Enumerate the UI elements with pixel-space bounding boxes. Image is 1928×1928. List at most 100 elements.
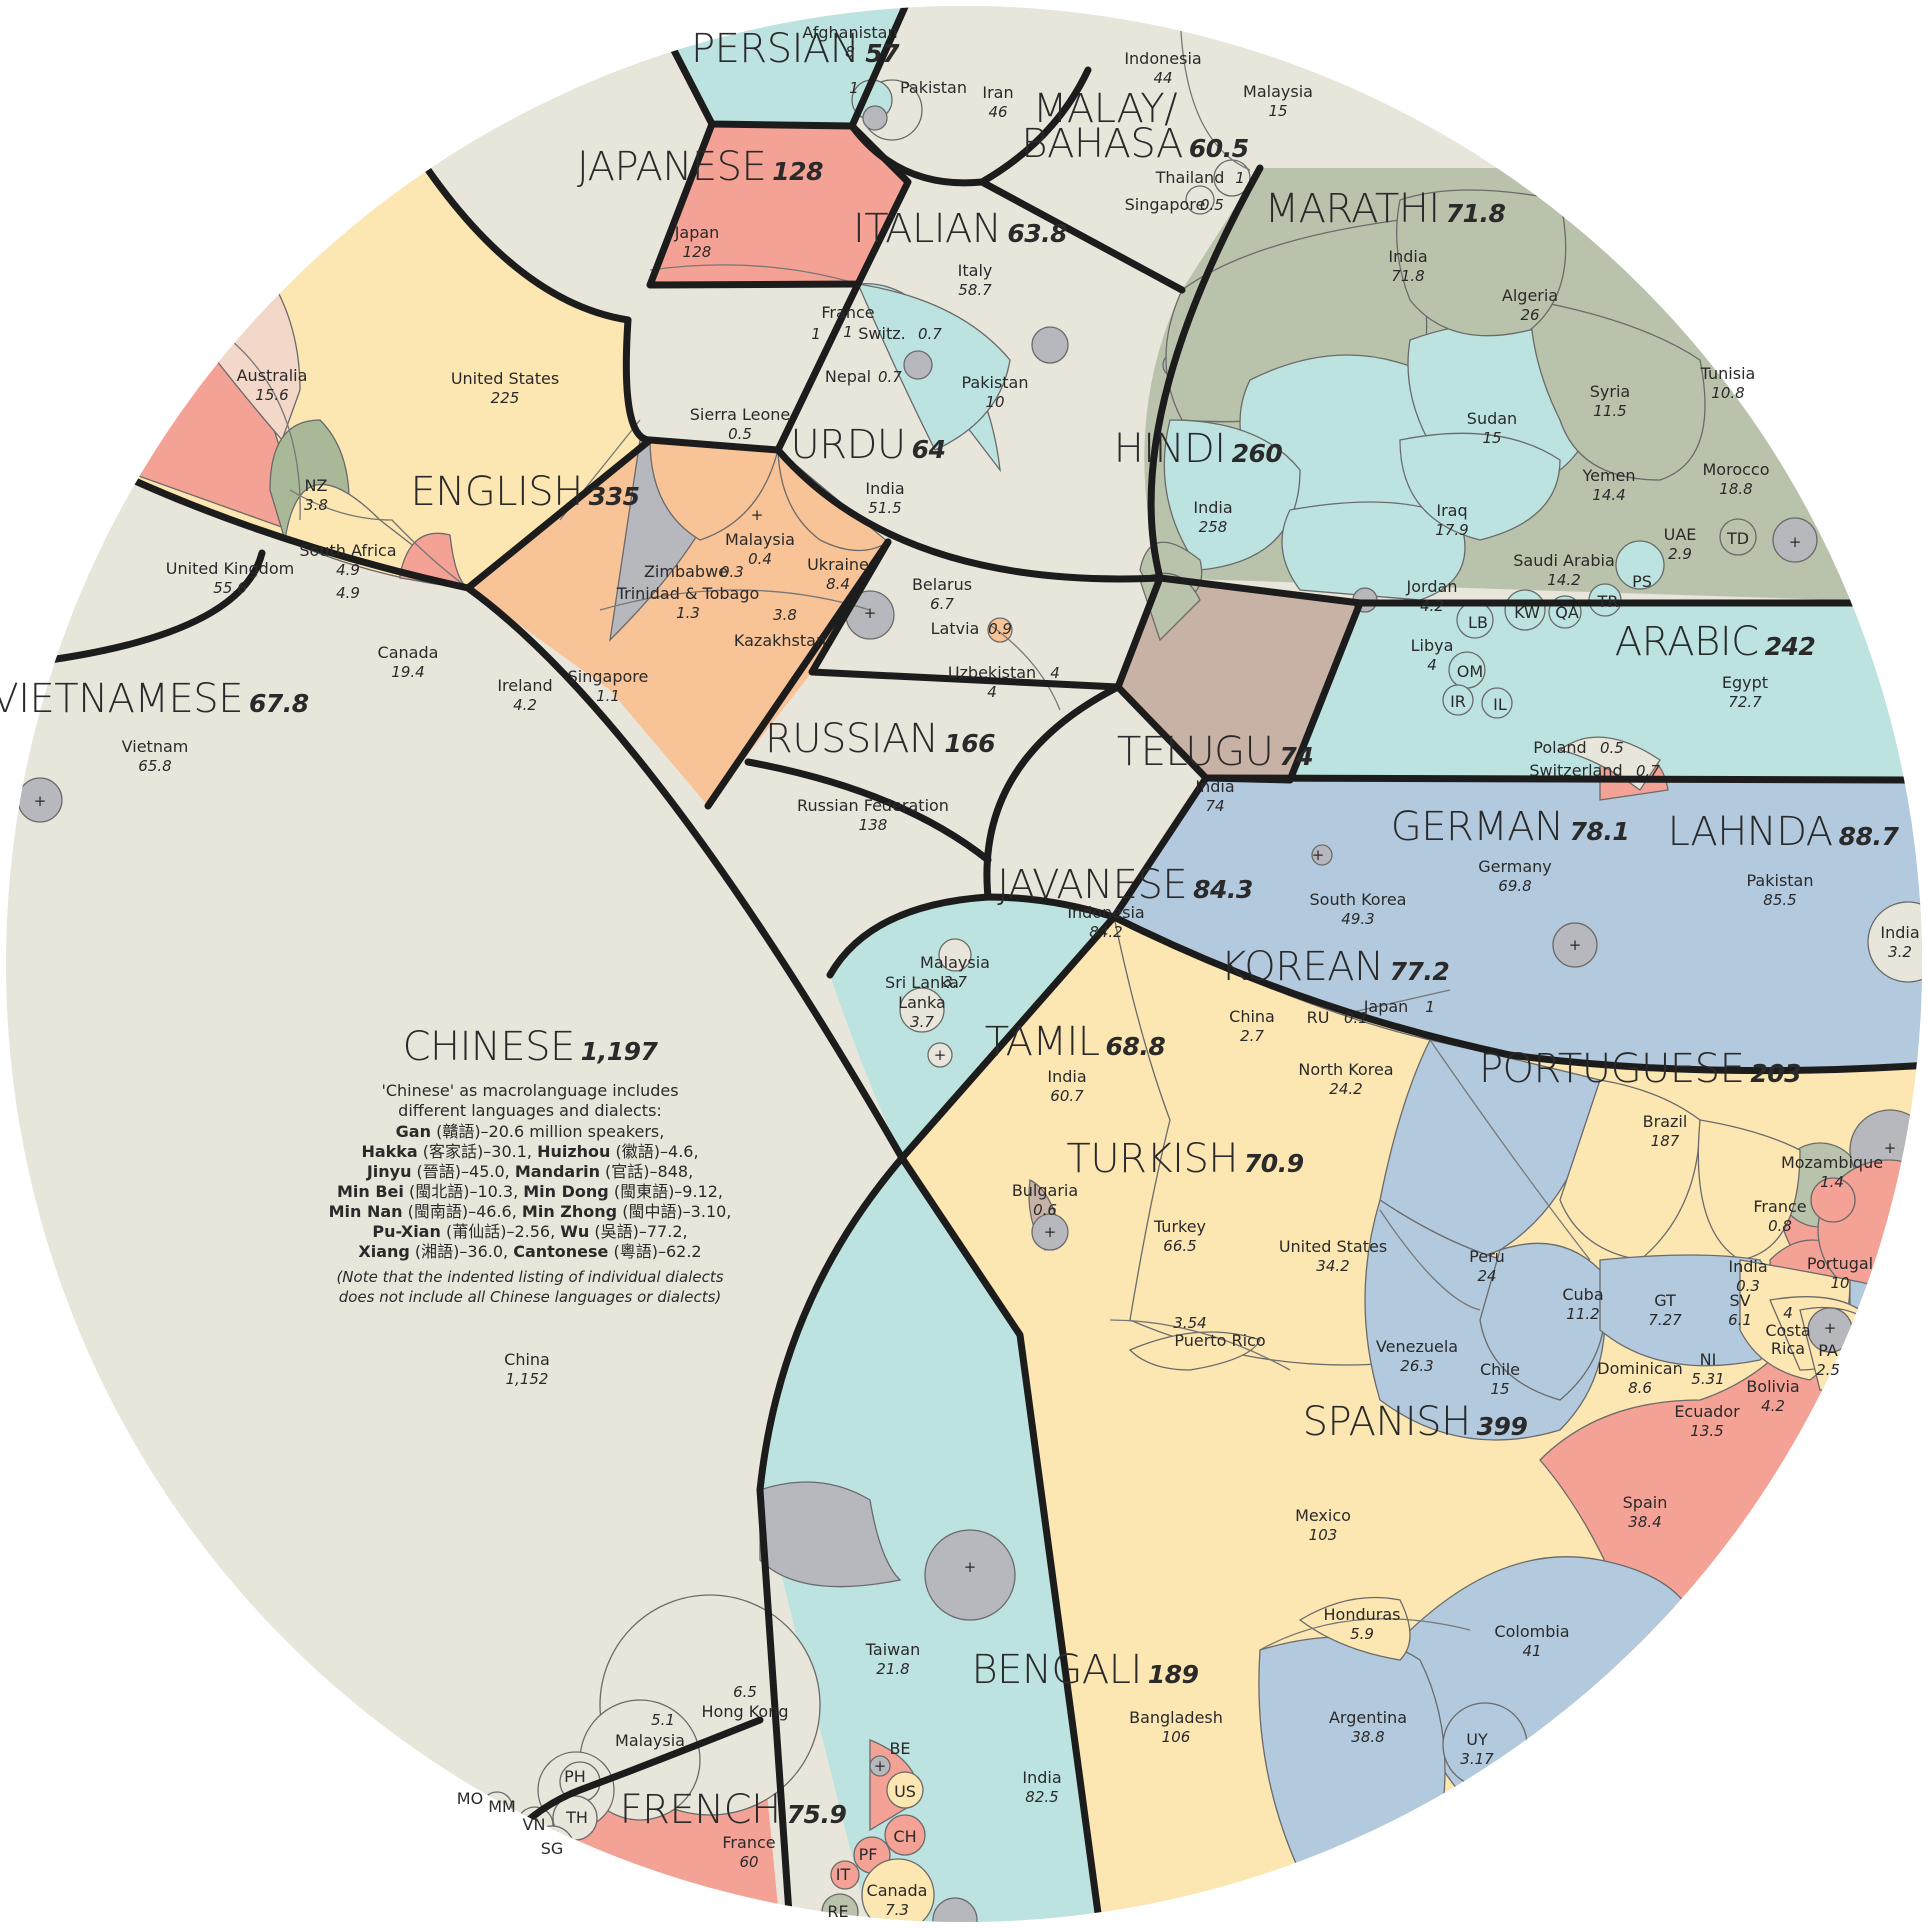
english-country-0-value: 225 <box>491 389 520 407</box>
german-name: GERMAN <box>1391 804 1564 850</box>
marathi-country-0-value: 71.8 <box>1391 267 1424 285</box>
urdu-country-0-name: India <box>865 479 904 498</box>
persian-pakistan-value: 1 <box>849 79 859 97</box>
tamil-plus: + <box>934 1046 947 1064</box>
arabic-country-7-value: 11.5 <box>1593 402 1626 420</box>
spanish-country-1-name: Colombia <box>1494 1622 1569 1641</box>
arabic-gulf-bubble <box>1399 432 1561 541</box>
chinese-plus-circle <box>924 1529 1016 1621</box>
russian-country-2-value: 6.7 <box>930 595 954 613</box>
english-country-9-name: Sierra Leone <box>690 405 790 424</box>
turkish-plus-bubble <box>1031 1213 1069 1251</box>
arabic-country-11-value: 2.9 <box>1668 545 1692 563</box>
italian-country-1-name: France <box>821 303 874 322</box>
french-country-1-name: Canada <box>867 1881 928 1900</box>
portuguese-country-1-value: 10 <box>1830 1274 1849 1292</box>
urdu-nepal-name: Nepal <box>825 367 871 386</box>
english-country-5-name: Ireland <box>497 676 552 695</box>
urdu-country-1-name: Pakistan <box>962 373 1029 392</box>
english-country-7-value: 1.3 <box>676 604 700 622</box>
korean-country-1-name: North Korea <box>1298 1060 1393 1079</box>
arabic-country-1-value: 26 <box>1520 306 1539 324</box>
chinese-dialect-6-0-name: Xiang <box>358 1242 409 1261</box>
spanish-country-6-value: 24 <box>1477 1267 1496 1285</box>
spanish-country-7-value: 15 <box>1490 1380 1509 1398</box>
urdu-country-1-value: 10 <box>985 393 1004 411</box>
malay-region <box>852 6 1092 183</box>
chinese-dialect-2-0-name: Jinyu <box>366 1162 412 1181</box>
german-title: GERMAN 78.1 <box>1391 804 1630 850</box>
chinese-dialect-0-0-value: (贛語)–20.6 million speakers, <box>431 1122 664 1141</box>
japanese-name: JAPANESE <box>577 144 766 190</box>
portuguese-country-2-value: 1.4 <box>1820 1173 1844 1191</box>
portuguese-country-3-value: 0.8 <box>1768 1217 1792 1235</box>
german-plus-bubble <box>1552 922 1598 968</box>
vietnamese-plus: + <box>34 792 47 810</box>
english-country-8-name: Singapore <box>568 667 649 686</box>
urdu-country-0-value: 51.5 <box>868 499 901 517</box>
tamil-srilanka-bubble <box>899 987 945 1033</box>
urdu-total: 64 <box>912 435 946 464</box>
russian-divider <box>599 589 871 611</box>
javanese-total: 84.3 <box>1193 875 1253 904</box>
spanish-country-11-name: GT <box>1654 1291 1676 1310</box>
spanish-country-3-value: 38.4 <box>1628 1513 1661 1531</box>
english-country-9-value: 0.5 <box>728 425 752 443</box>
arabic-algeria-bubble <box>1396 189 1567 337</box>
spanish-divider-2 <box>1379 1209 1481 1311</box>
russian-plus: + <box>864 604 877 622</box>
spanish-pr-value: 3.54 <box>1173 1314 1206 1332</box>
italian-plus-bubble <box>1031 326 1069 364</box>
language-boundary-19 <box>898 1154 1104 1922</box>
spanish-country-11-value: 7.27 <box>1648 1311 1682 1329</box>
portuguese-country-0-value: 187 <box>1651 1132 1680 1150</box>
spanish-country-10-value: 8.6 <box>1628 1379 1652 1397</box>
french-country-0-name: France <box>722 1833 775 1852</box>
telugu-total: 74 <box>1279 742 1313 771</box>
chinese-dialect-6-1-name: Cantonese <box>513 1242 608 1261</box>
spanish-country-15-name: Bolivia <box>1746 1377 1799 1396</box>
chinese-dialect-line-4: Min Nan (閩南語)–46.6, Min Zhong (閩中語)–3.10… <box>329 1202 732 1221</box>
french-country-0-value: 60 <box>739 1853 758 1871</box>
language-boundary-12 <box>808 538 1164 691</box>
arabic-country-0-name: Egypt <box>1722 673 1768 692</box>
french-country-1-value: 7.3 <box>885 1901 909 1919</box>
arabic-ir-bubble <box>1442 684 1474 716</box>
french-title: FRENCH 75.9 <box>620 1787 847 1833</box>
marathi-total: 71.8 <box>1446 199 1506 228</box>
malay-total: 60.5 <box>1189 134 1249 163</box>
bengali-total: 189 <box>1148 1660 1199 1689</box>
german-switz-name: Switzerland <box>1529 761 1622 780</box>
turkish-name: TURKISH <box>1066 1136 1238 1182</box>
arabic-ps: PS <box>1632 572 1652 591</box>
chinese-dialect-line-5: Pu-Xian (莆仙話)–2.56, Wu (吳語)–77.2, <box>372 1222 687 1241</box>
chinese-dialect-5-0-value: (莆仙話)–2.56, <box>441 1222 560 1241</box>
english-name: ENGLISH <box>411 469 583 515</box>
chinese-dialect-4-0-name: Min Nan <box>329 1202 403 1221</box>
portuguese-plus: + <box>1884 1139 1897 1157</box>
marathi-country-0-name: India <box>1388 247 1427 266</box>
javanese-title: JAVANESE 84.3 <box>997 862 1253 908</box>
language-boundary-8 <box>774 446 1922 607</box>
arabic-country-5-name: Yemen <box>1581 466 1635 485</box>
spanish-plus: + <box>1824 1319 1837 1337</box>
language-boundary-18 <box>826 893 1118 1162</box>
english-country-0-name: United States <box>451 369 559 388</box>
french-it: IT <box>836 1865 851 1884</box>
spanish-pa-bubble <box>1879 1319 1922 1401</box>
english-country-4-value: 4.9 <box>336 561 360 579</box>
french-plus-bubble <box>869 1755 891 1777</box>
malay-thailand-value: 1 <box>1235 169 1245 187</box>
telugu-title: TELUGU 74 <box>1117 729 1313 775</box>
bengali-country-0-value: 106 <box>1162 1728 1191 1746</box>
bengali-region <box>760 1158 1100 1922</box>
arabic-country-2-name: Morocco <box>1703 460 1770 479</box>
tamil-plus-bubble <box>927 1042 953 1068</box>
arabic-kw: KW <box>1514 603 1540 622</box>
french-us-bubble <box>886 1771 924 1809</box>
chinese-mo: MO <box>457 1789 483 1808</box>
arabic-ir: IR <box>1450 692 1466 711</box>
language-boundary-0 <box>644 6 912 130</box>
javanese-name: JAVANESE <box>997 862 1187 908</box>
portuguese-country-4-name: India <box>1728 1257 1767 1276</box>
